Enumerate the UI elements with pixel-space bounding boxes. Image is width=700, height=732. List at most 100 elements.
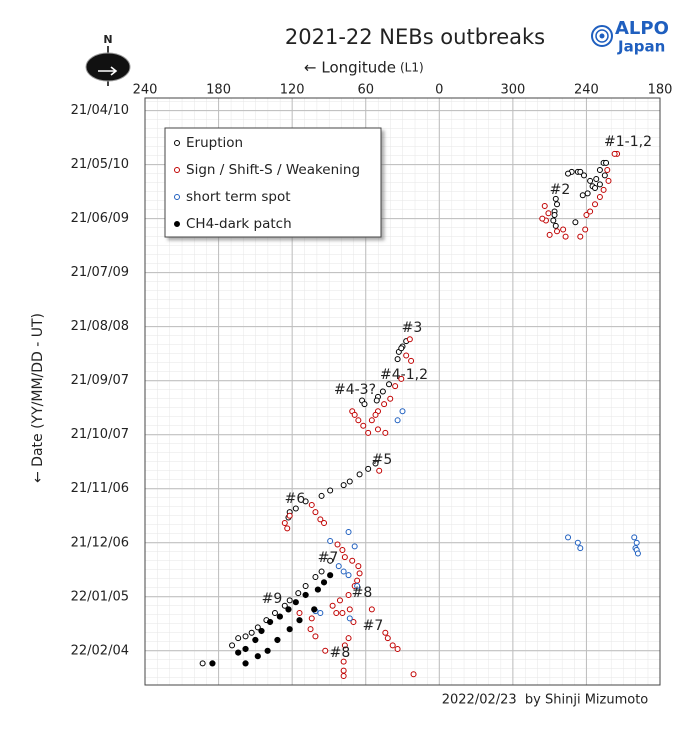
point	[551, 212, 558, 219]
point	[336, 597, 343, 604]
logo-dot	[599, 33, 605, 39]
chart-title: 2021-22 NEBs outbreaks	[285, 25, 545, 49]
point	[345, 528, 352, 535]
compass-label: N	[103, 33, 112, 46]
point	[580, 172, 587, 179]
point	[285, 606, 292, 613]
point	[546, 231, 553, 238]
point	[311, 606, 318, 613]
point	[286, 512, 293, 519]
x-axis-label: ← Longitude	[304, 59, 396, 77]
point	[398, 345, 405, 352]
point	[254, 653, 261, 660]
point	[368, 417, 375, 424]
point	[403, 352, 410, 359]
annotation: #2	[550, 182, 571, 198]
point	[295, 590, 302, 597]
point	[286, 626, 293, 633]
point	[361, 401, 368, 408]
point	[254, 624, 261, 631]
point	[562, 233, 569, 240]
point	[394, 417, 401, 424]
point	[327, 557, 334, 564]
point	[596, 194, 603, 201]
point	[327, 572, 334, 579]
point	[604, 167, 611, 174]
point	[539, 215, 546, 222]
point	[345, 591, 352, 598]
point	[346, 478, 353, 485]
point	[308, 615, 315, 622]
point	[248, 629, 255, 636]
annotation: #8	[330, 645, 351, 661]
point	[593, 176, 600, 183]
point	[349, 557, 356, 564]
point	[307, 626, 314, 633]
y-axis-label: ← Date (YY/MM/DD - UT)	[30, 313, 46, 483]
compass-globe	[86, 53, 130, 81]
point	[302, 582, 309, 589]
point	[587, 177, 594, 184]
point	[574, 539, 581, 546]
legend-label: Eruption	[186, 135, 243, 151]
point	[321, 519, 328, 526]
point	[596, 181, 603, 188]
point	[592, 185, 599, 192]
point	[242, 660, 249, 667]
point	[264, 647, 271, 654]
point	[381, 401, 388, 408]
point	[341, 642, 348, 649]
point	[258, 627, 265, 635]
point	[329, 602, 336, 609]
point	[333, 609, 340, 616]
point	[312, 573, 319, 580]
y-tick-label: 22/01/05	[71, 589, 129, 604]
point	[356, 570, 363, 577]
point	[339, 609, 346, 616]
y-tick-label: 21/05/10	[71, 157, 129, 172]
point	[545, 210, 552, 217]
point	[355, 417, 362, 424]
legend-box	[164, 127, 382, 238]
annotation: #8	[352, 585, 373, 601]
point	[365, 429, 372, 436]
point	[345, 572, 352, 579]
y-tick-label: 22/02/04	[71, 643, 129, 658]
point	[266, 618, 274, 626]
x-tick-label: 180	[648, 83, 673, 98]
point	[271, 609, 278, 616]
y-tick-label: 21/10/07	[71, 427, 129, 442]
legend-marker	[174, 140, 180, 146]
point	[340, 667, 347, 674]
point	[351, 543, 358, 550]
point	[242, 633, 249, 640]
point	[355, 563, 362, 570]
annotation: #3	[402, 320, 423, 336]
point	[584, 190, 591, 197]
point	[552, 222, 559, 229]
point	[603, 159, 610, 166]
point	[276, 613, 283, 620]
point	[399, 408, 406, 415]
point	[327, 537, 334, 544]
marks	[199, 150, 641, 679]
plot-frame	[144, 97, 661, 686]
point	[346, 606, 353, 613]
point	[394, 356, 401, 363]
point	[596, 167, 603, 174]
point	[308, 501, 315, 508]
annotation: #6	[285, 491, 306, 507]
logo-ring	[595, 29, 609, 43]
y-tick-label: 21/06/09	[71, 211, 129, 226]
point	[631, 534, 638, 541]
point	[281, 602, 288, 609]
point	[252, 636, 259, 644]
point	[209, 660, 216, 667]
point	[408, 357, 415, 364]
point	[541, 203, 548, 210]
annotation: #1-1,2	[604, 134, 652, 150]
point	[406, 336, 413, 343]
y-tick-label: 21/07/09	[71, 265, 129, 280]
point	[340, 482, 347, 489]
